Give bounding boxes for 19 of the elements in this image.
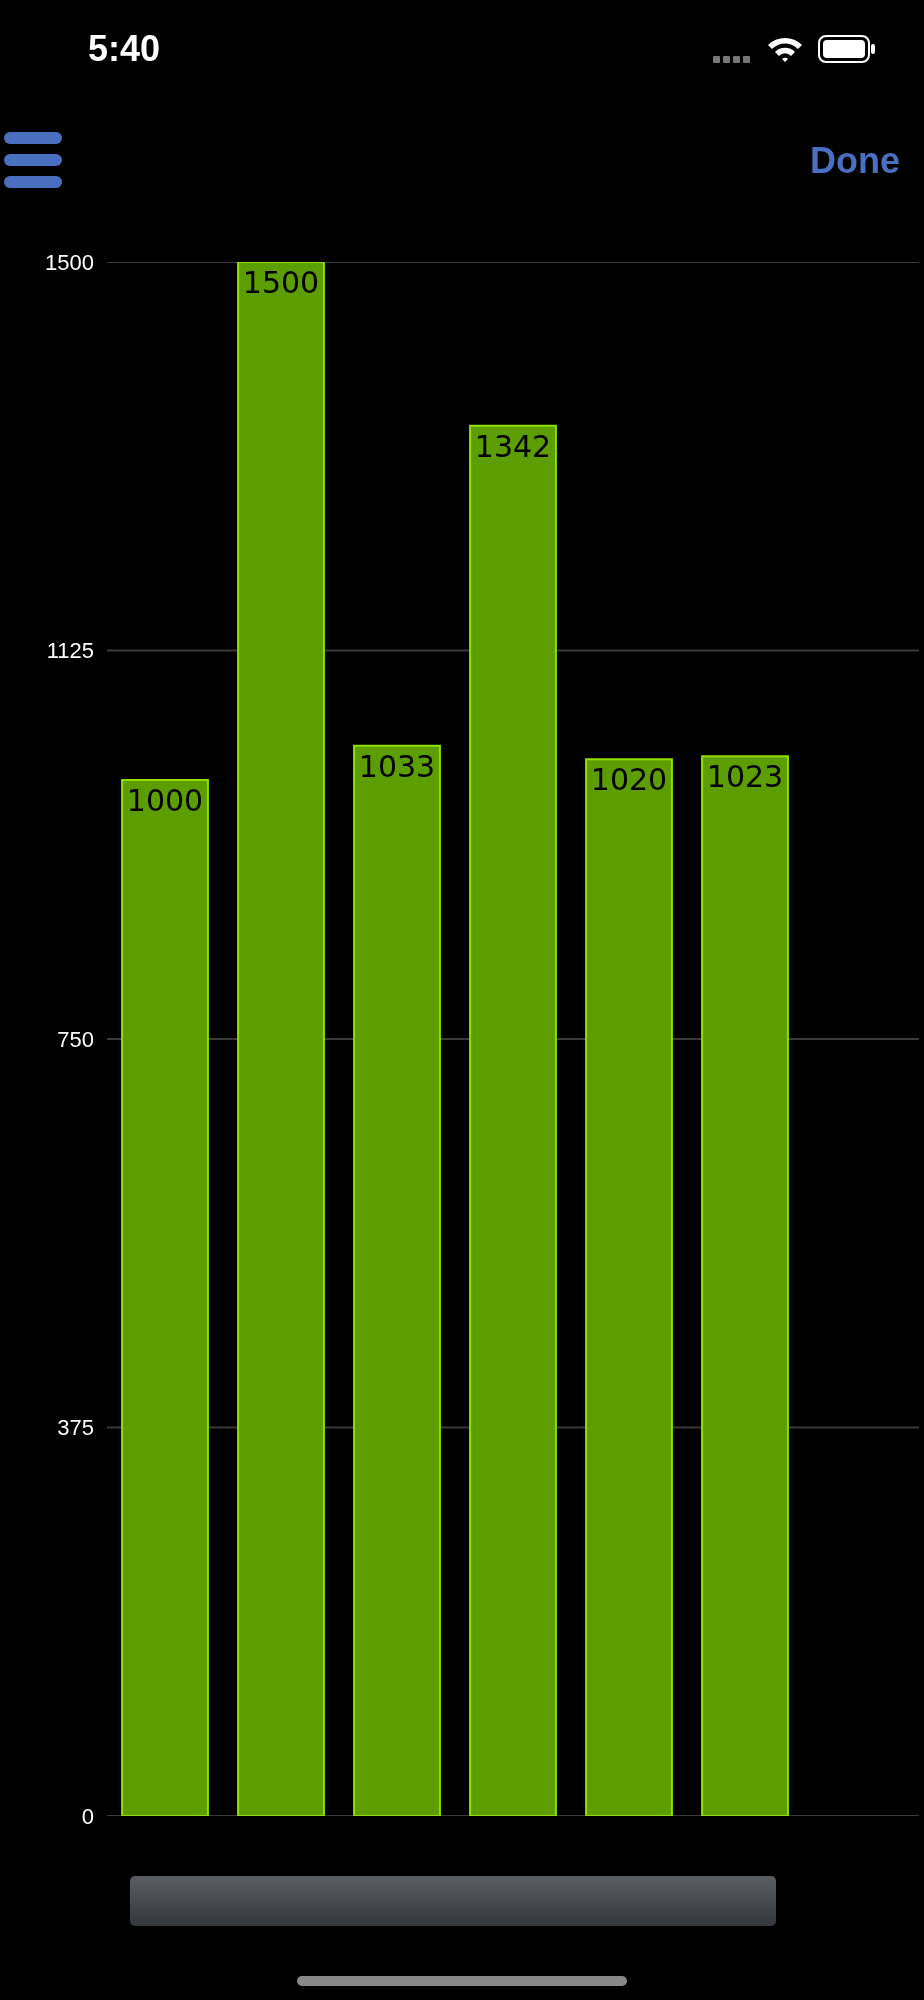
data-label: 1023 bbox=[706, 759, 784, 795]
bar bbox=[585, 758, 673, 1816]
data-label: 1000 bbox=[126, 783, 204, 818]
y-tick-label: 375 bbox=[57, 1415, 94, 1441]
text: Done bbox=[810, 140, 900, 182]
data-label: 1500 bbox=[242, 265, 320, 300]
data-label: 1342 bbox=[474, 428, 552, 464]
y-tick-label: 1500 bbox=[45, 249, 94, 275]
text: 5:40 bbox=[88, 28, 161, 70]
bar bbox=[469, 424, 557, 1816]
bar bbox=[701, 755, 789, 1816]
y-tick-label: 1125 bbox=[46, 638, 94, 664]
bar bbox=[353, 744, 441, 1816]
y-tick-label: 750 bbox=[57, 1026, 94, 1052]
bar bbox=[237, 262, 325, 1816]
bar bbox=[121, 779, 209, 1816]
y-tick-label: 0 bbox=[81, 1803, 94, 1829]
data-label: 1020 bbox=[590, 762, 668, 798]
data-label: 1033 bbox=[358, 748, 436, 784]
